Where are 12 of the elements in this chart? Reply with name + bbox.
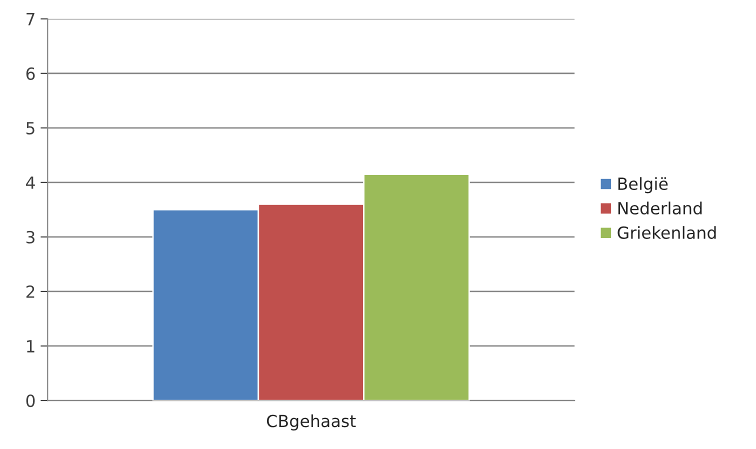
y-tick-label: 4 [26, 176, 35, 189]
y-tick-label: 1 [27, 340, 34, 352]
y-tick-label: 5 [26, 122, 34, 134]
y-tick-label: 2 [26, 285, 34, 298]
y-tick-label: 0 [26, 394, 35, 408]
legend-label: Nederland [618, 202, 702, 215]
y-tick-label: 7 [26, 13, 34, 26]
legend-label: Griekenland [618, 226, 716, 239]
y-tick-label: 6 [26, 67, 35, 80]
y-tick-label: 3 [26, 230, 34, 244]
x-tick-label: CBgehaast [266, 414, 356, 431]
legend-label: België [618, 177, 668, 194]
